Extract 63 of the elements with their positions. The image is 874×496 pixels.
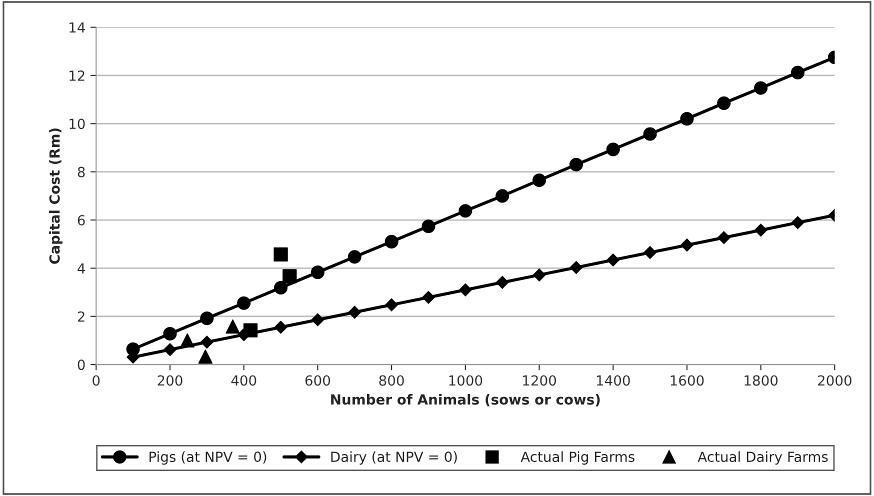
point [274,280,288,294]
point [606,142,620,156]
point [200,312,214,326]
point [198,350,213,364]
y-tick-label: 12 [70,70,84,81]
x-tick-label: 400 [231,375,256,386]
point [606,254,620,266]
point [791,216,804,230]
x-tick-label: 1000 [449,375,482,386]
legend-label: Actual Dairy Farms [698,451,828,465]
y-tick-label: 4 [78,263,85,274]
point [458,283,472,296]
point [754,224,768,237]
point [680,112,694,126]
x-tick-label: 2000 [818,375,852,386]
point [274,247,288,262]
point [717,231,730,244]
point [458,204,472,218]
point [790,66,805,80]
point [348,250,362,264]
point [311,313,324,326]
x-tick-label: 1200 [523,375,556,386]
y-axis-title: Capital Cost (Rm) [49,128,62,264]
y-tick-label: 8 [78,166,85,178]
y-tick-label: 10 [70,118,85,130]
y-tick-label: 6 [78,214,85,226]
x-axis-title: Number of Animals (sows or cows) [331,394,600,406]
x-tick-label: 1600 [670,375,704,386]
point [570,261,583,274]
point [532,173,546,188]
point [310,266,324,280]
point [226,319,240,334]
point [164,343,176,356]
point [422,290,435,304]
point [569,158,583,172]
legend-label: Actual Pig Farms [520,451,634,465]
point [237,296,251,310]
x-tick-label: 800 [379,375,404,386]
point [496,276,509,289]
point [680,238,694,252]
point [163,326,177,340]
x-tick-label: 600 [305,375,330,386]
point [385,298,398,312]
y-tick-label: 14 [70,22,85,33]
point [200,336,214,349]
x-tick-label: 200 [158,375,182,386]
legend-label: Dairy (at NPV = 0) [331,451,457,465]
point [422,220,436,234]
x-tick-label: 1400 [596,375,630,386]
point [496,189,510,203]
y-tick-label: 0 [78,360,85,370]
point [384,234,398,248]
point [348,306,362,319]
point [754,81,768,95]
legend-label: Pigs (at NPV = 0) [150,451,266,465]
y-tick-label: 2 [78,311,84,322]
point [717,96,731,110]
x-tick-label: 0 [92,375,100,386]
x-tick-label: 1800 [744,375,778,386]
point [644,246,656,259]
point [643,127,657,141]
point [532,268,546,282]
point [274,320,288,334]
